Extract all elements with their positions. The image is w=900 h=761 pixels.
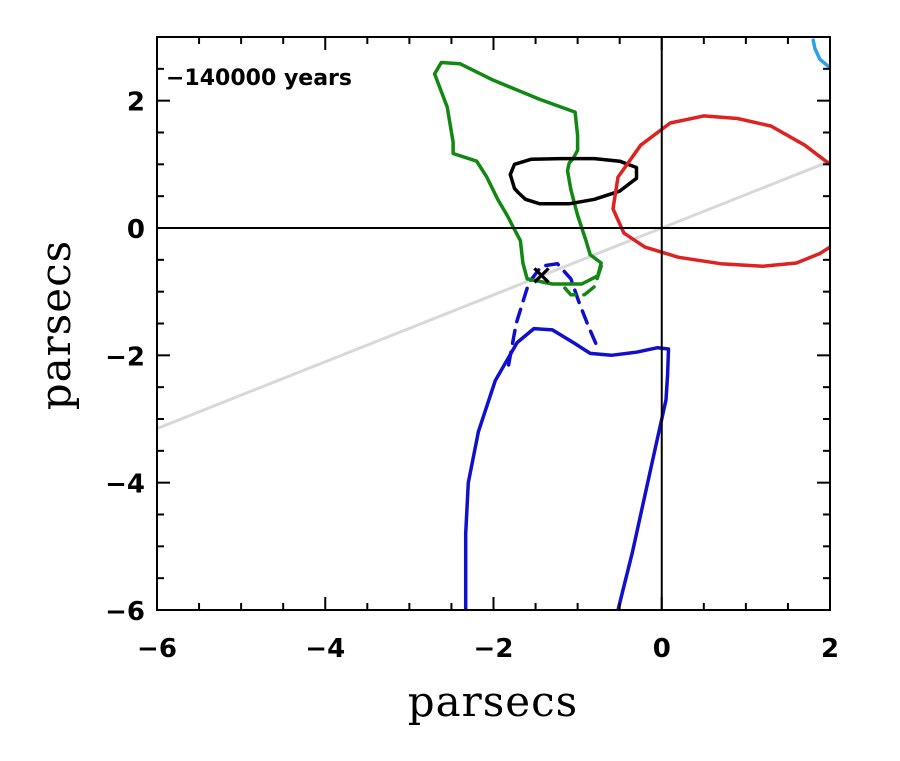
series-curve-7 — [157, 159, 830, 431]
x-tick-label: 0 — [653, 634, 671, 664]
y-tick-label: −6 — [105, 597, 145, 627]
series-curve-4 — [560, 264, 603, 297]
series-curve-6 — [611, 114, 830, 268]
x-axis-label: parsecs — [408, 677, 579, 726]
y-tick-label: 2 — [127, 88, 145, 118]
series-layer — [157, 38, 830, 610]
zero-lines — [157, 37, 830, 610]
series-curve-1 — [506, 261, 601, 367]
position-marker: × — [530, 258, 553, 291]
plot-background — [157, 37, 830, 610]
marker-layer: × — [530, 258, 553, 291]
series-curve-2 — [811, 38, 830, 70]
y-axis-label: parsecs — [31, 240, 80, 411]
annotation-label: −140000 years — [166, 66, 352, 91]
x-tick-label: 2 — [821, 634, 839, 664]
x-tick-label: −2 — [474, 634, 514, 664]
y-tick-label: −2 — [105, 342, 145, 372]
ticks-layer: −6 −4 −2 0 2 −6 −4 −2 0 2 — [105, 36, 839, 664]
series-curve-0 — [463, 326, 671, 610]
series-curve-5 — [508, 156, 639, 206]
y-tick-label: 0 — [127, 215, 145, 245]
y-tick-label: −4 — [105, 470, 145, 500]
x-tick-label: −4 — [305, 634, 345, 664]
x-tick-label: −6 — [137, 634, 177, 664]
